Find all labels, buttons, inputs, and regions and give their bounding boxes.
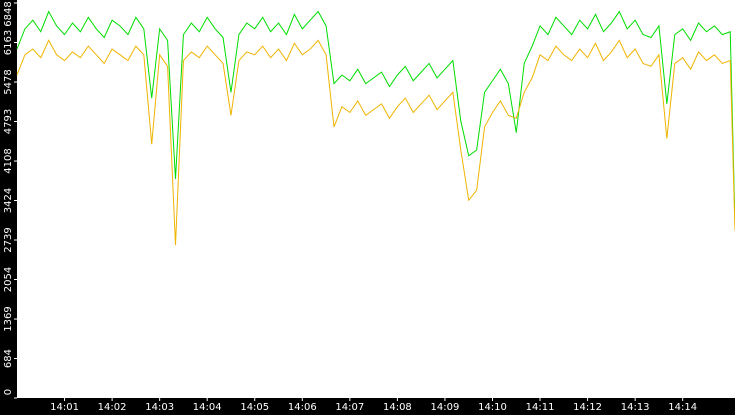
x-tick-label: 14:02 [98,402,127,413]
x-tick-label: 14:14 [668,402,697,413]
x-tick-label: 14:07 [335,402,364,413]
y-tick-label: 5478 [3,69,14,94]
x-axis-bar [0,398,735,415]
x-tick-label: 14:05 [240,402,269,413]
y-tick-label: 2739 [3,227,14,252]
x-tick-label: 14:10 [478,402,507,413]
x-tick-label: 14:12 [573,402,602,413]
y-tick-label: 1369 [3,306,14,331]
series-line [16,39,735,246]
y-tick-label: 6848 [3,1,14,26]
y-tick-label: 3424 [3,188,14,213]
x-tick-label: 14:11 [526,402,555,413]
y-tick-label: 6163 [3,30,14,55]
y-tick-label: 4108 [3,148,14,173]
series-line [16,10,735,225]
y-tick-label: 0 [3,389,14,395]
x-tick-label: 14:13 [621,402,650,413]
y-axis-bar [0,0,17,415]
y-tick-label: 684 [3,349,14,368]
x-tick-label: 14:09 [431,402,460,413]
x-tick-label: 14:06 [288,402,317,413]
x-tick-label: 14:08 [383,402,412,413]
y-tick-label: 4793 [3,109,14,134]
x-tick-label: 14:01 [50,402,79,413]
x-tick-label: 14:04 [193,402,222,413]
y-tick-label: 2054 [3,267,14,292]
x-tick-label: 14:03 [145,402,174,413]
